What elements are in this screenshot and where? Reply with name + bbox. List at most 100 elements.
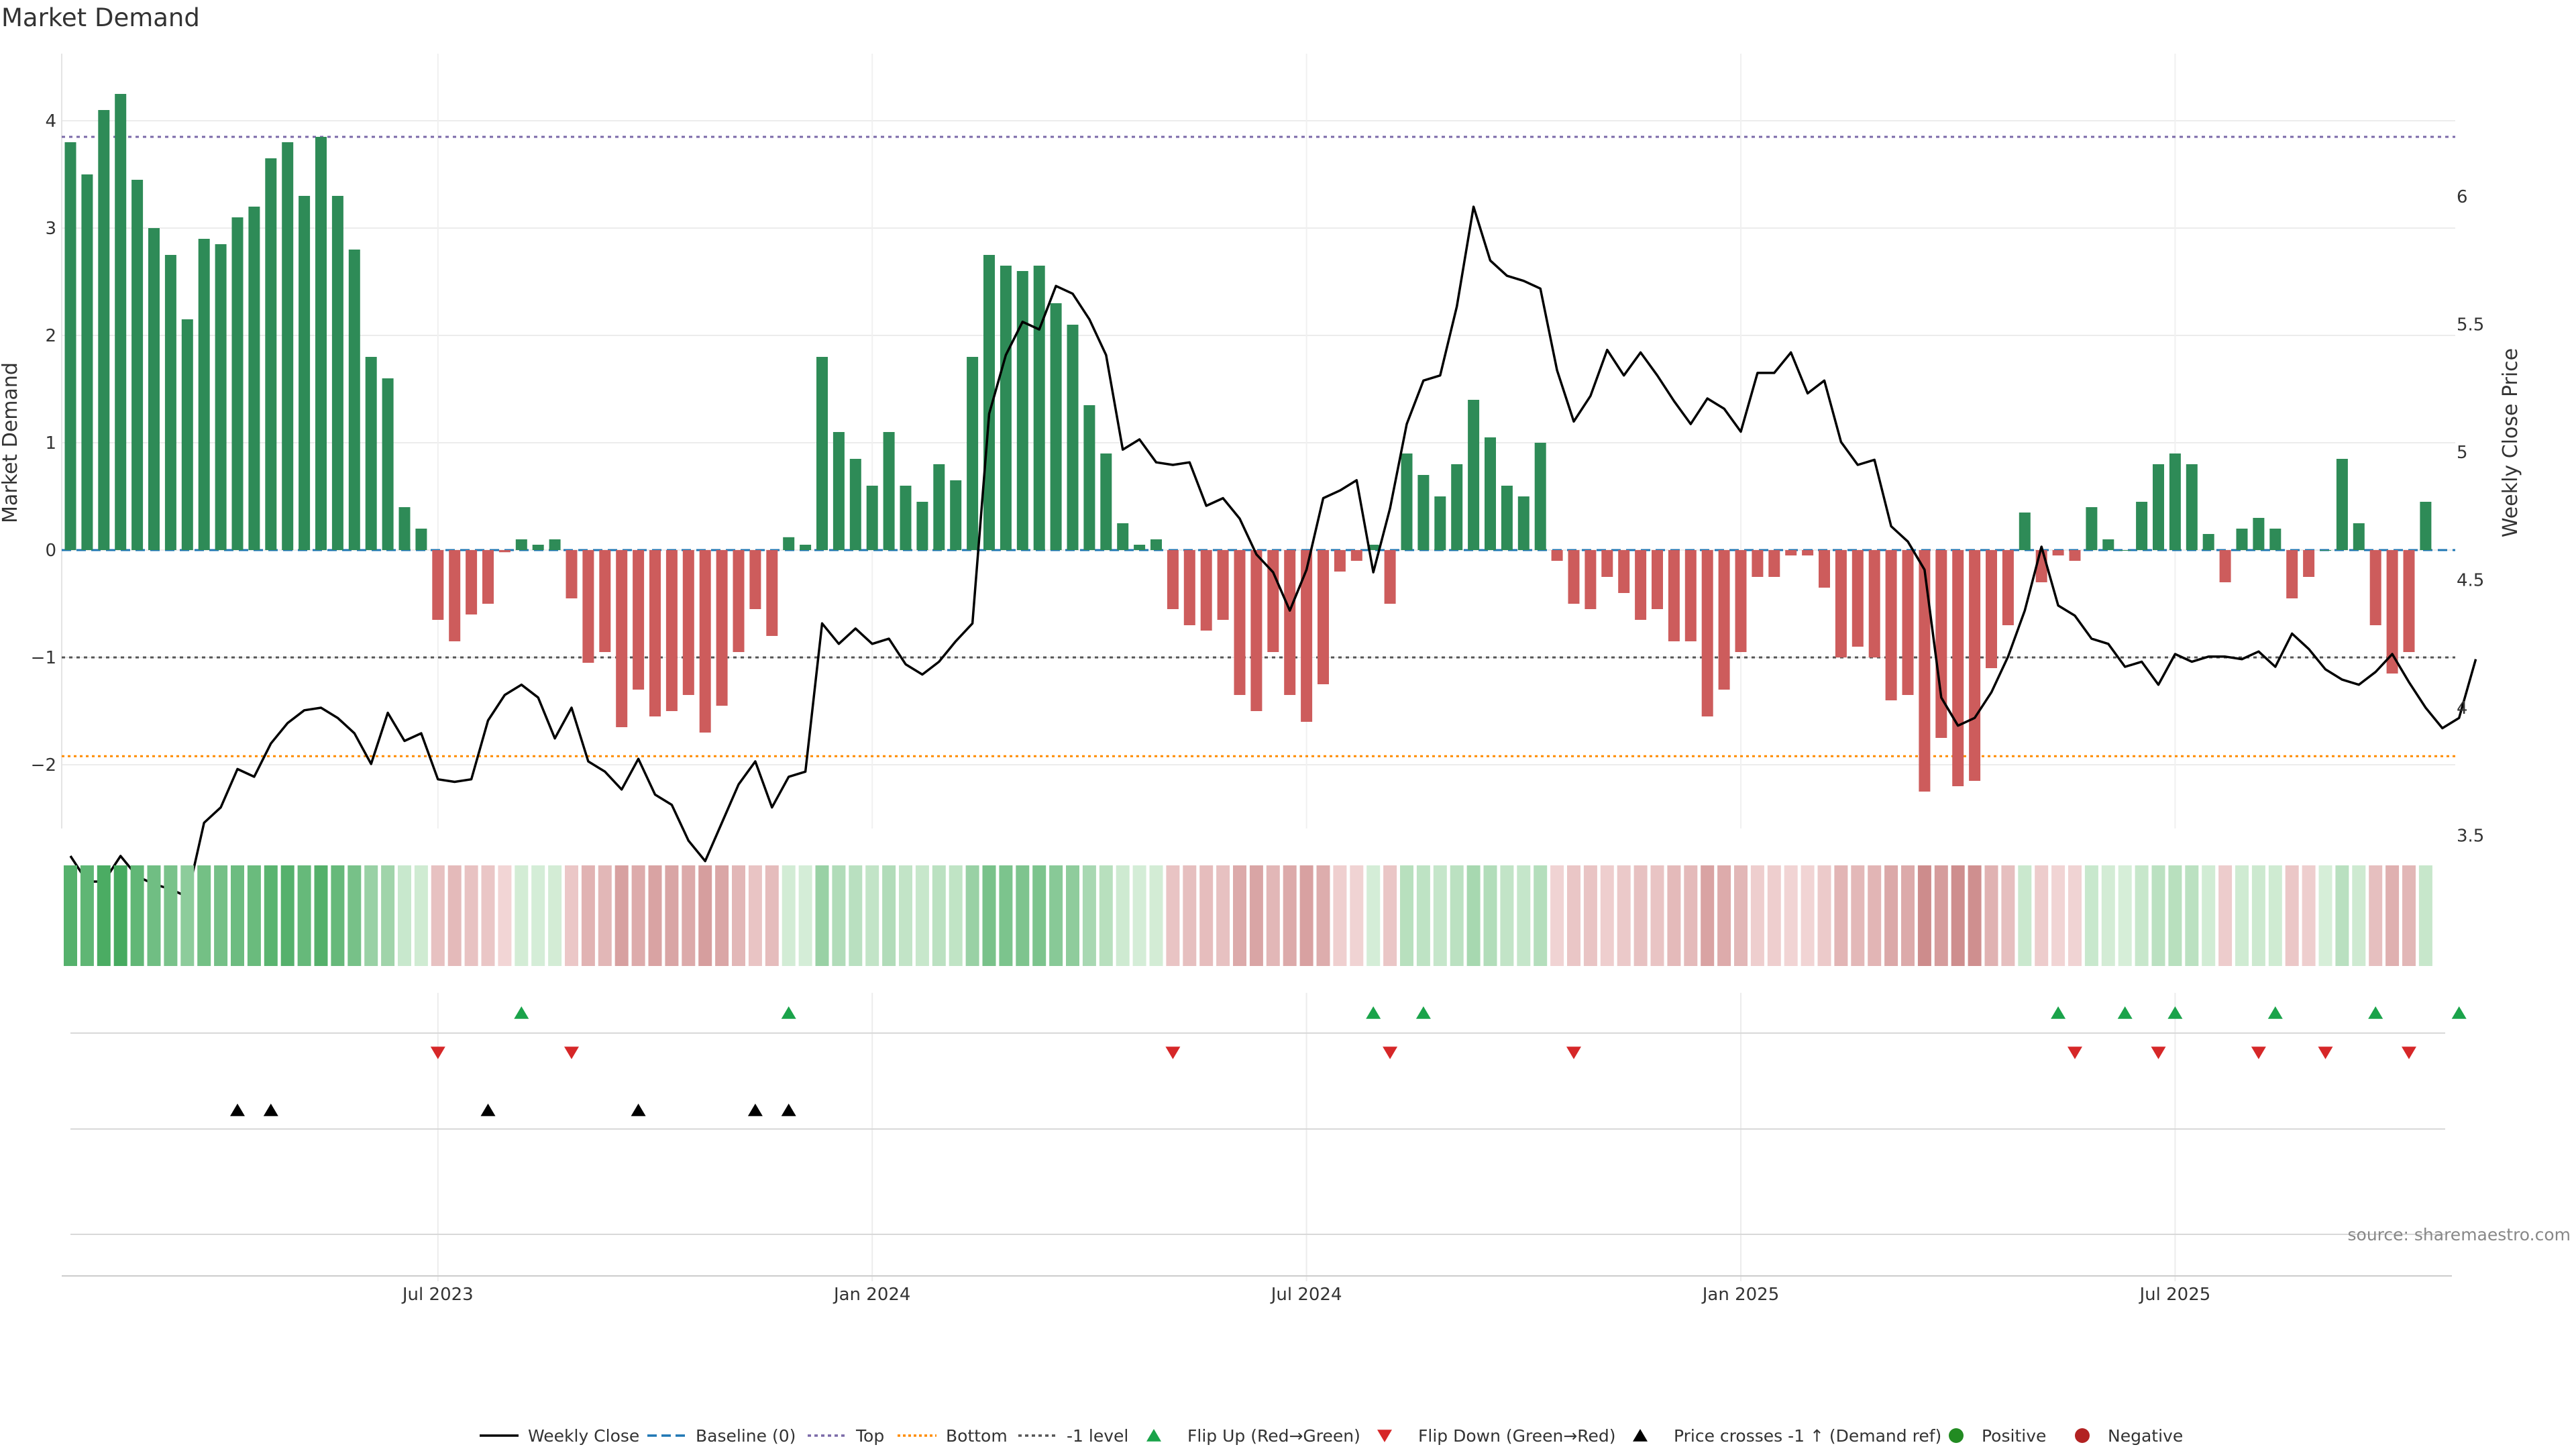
heat-cell bbox=[498, 865, 512, 966]
heat-cell bbox=[1116, 865, 1130, 966]
heat-cell bbox=[1249, 865, 1263, 966]
source-note: source: sharemaestro.com bbox=[2348, 1225, 2571, 1244]
demand-bar bbox=[265, 158, 277, 550]
heat-cell bbox=[1684, 865, 1698, 966]
demand-bar bbox=[933, 464, 945, 550]
heat-cell bbox=[1299, 865, 1313, 966]
demand-bar bbox=[1735, 550, 1747, 652]
demand-bar bbox=[1417, 475, 1430, 550]
legend-label: Negative bbox=[2108, 1426, 2183, 1446]
flip-down-marker bbox=[2151, 1046, 2166, 1059]
heat-cell bbox=[1784, 865, 1798, 966]
demand-bar bbox=[1217, 550, 1229, 620]
y2-tick-label: 3.5 bbox=[2457, 826, 2484, 847]
demand-bar bbox=[2303, 550, 2315, 577]
heat-cell bbox=[1633, 865, 1648, 966]
heat-cell bbox=[2302, 865, 2316, 966]
heat-cell bbox=[1817, 865, 1831, 966]
y-tick-label: 2 bbox=[45, 326, 56, 346]
legend-label: Flip Down (Green→Red) bbox=[1418, 1426, 1616, 1446]
heat-cell bbox=[2018, 865, 2032, 966]
demand-bar bbox=[2236, 529, 2248, 550]
heat-cell bbox=[765, 865, 779, 966]
heat-cell bbox=[915, 865, 929, 966]
demand-bar bbox=[616, 550, 628, 727]
x-axis-ticks: Jul 2023 Jan 2024 Jul 2024 Jan 2025 Jul 2025 bbox=[401, 1285, 2210, 1305]
heat-cell bbox=[398, 865, 411, 966]
demand-bar bbox=[849, 459, 861, 550]
heat-cell bbox=[1099, 865, 1113, 966]
heat-cell bbox=[1433, 865, 1447, 966]
heat-cell bbox=[715, 865, 729, 966]
legend-label: Weekly Close bbox=[528, 1426, 639, 1446]
demand-bar bbox=[1434, 496, 1446, 550]
demand-bar bbox=[482, 550, 494, 604]
demand-bar bbox=[1618, 550, 1630, 593]
heat-cell bbox=[748, 865, 762, 966]
demand-bar bbox=[1919, 550, 1931, 792]
heat-cell bbox=[2335, 865, 2349, 966]
heat-cell bbox=[1183, 865, 1197, 966]
heat-cell bbox=[1400, 865, 1413, 966]
demand-bar bbox=[699, 550, 711, 733]
price-cross-marker bbox=[631, 1104, 646, 1116]
legend-label: Positive bbox=[1982, 1426, 2046, 1446]
demand-bar bbox=[432, 550, 444, 620]
demand-bar bbox=[2052, 550, 2064, 555]
demand-bar bbox=[1851, 550, 1864, 647]
heat-cell bbox=[1032, 865, 1046, 966]
demand-bar bbox=[2202, 534, 2214, 550]
flip-down-marker bbox=[2251, 1046, 2266, 1059]
flip-down-marker bbox=[2068, 1046, 2082, 1059]
y-axis-label: Market Demand bbox=[0, 362, 22, 523]
heat-cell bbox=[297, 865, 311, 966]
demand-bar bbox=[382, 378, 394, 550]
price-cross-marker bbox=[781, 1104, 796, 1116]
heat-cell bbox=[782, 865, 796, 966]
demand-bar bbox=[733, 550, 745, 652]
heat-cell bbox=[214, 865, 228, 966]
y-tick-label: 4 bbox=[45, 111, 56, 131]
heat-cell bbox=[2352, 865, 2366, 966]
legend-swatch bbox=[2075, 1428, 2090, 1443]
heat-cell bbox=[614, 865, 629, 966]
x-tick-label: Jan 2025 bbox=[1701, 1285, 1780, 1305]
demand-bar bbox=[633, 550, 645, 690]
demand-bar bbox=[1501, 486, 1513, 550]
demand-bar bbox=[2320, 550, 2331, 551]
heat-cell bbox=[581, 865, 595, 966]
flip-down-marker bbox=[2318, 1046, 2333, 1059]
heat-cell bbox=[64, 865, 77, 966]
y2-axis-label: Weekly Close Price bbox=[2499, 348, 2522, 537]
heat-cell bbox=[2135, 865, 2149, 966]
heat-cell bbox=[1968, 865, 1982, 966]
heat-cell bbox=[464, 865, 478, 966]
heat-cell bbox=[1734, 865, 1748, 966]
demand-bar bbox=[1117, 523, 1129, 550]
demand-bar bbox=[1485, 437, 1496, 550]
heat-cell bbox=[1801, 865, 1815, 966]
heat-cell bbox=[1500, 865, 1514, 966]
demand-bar bbox=[2019, 513, 2031, 550]
heat-cell bbox=[882, 865, 896, 966]
heat-cell bbox=[97, 865, 111, 966]
flip-up-marker bbox=[514, 1006, 529, 1019]
heat-cell bbox=[2151, 865, 2165, 966]
legend-label: Bottom bbox=[946, 1426, 1008, 1446]
demand-bar bbox=[766, 550, 778, 636]
demand-bar bbox=[532, 545, 544, 550]
heat-cell bbox=[113, 865, 127, 966]
heat-cell bbox=[2418, 865, 2432, 966]
x-tick-label: Jul 2025 bbox=[2138, 1285, 2210, 1305]
demand-bar bbox=[2069, 550, 2081, 561]
demand-bar bbox=[816, 357, 828, 550]
heat-cell bbox=[331, 865, 345, 966]
y-tick-label: −1 bbox=[31, 648, 56, 668]
heat-cell bbox=[1917, 865, 1931, 966]
heat-cell bbox=[698, 865, 712, 966]
legend-label: Top bbox=[855, 1426, 884, 1446]
demand-bar bbox=[1367, 545, 1379, 550]
legend-label: Price crosses -1 ↑ (Demand ref) bbox=[1674, 1426, 1941, 1446]
demand-bar bbox=[1301, 550, 1313, 722]
demand-bar bbox=[1250, 550, 1263, 711]
